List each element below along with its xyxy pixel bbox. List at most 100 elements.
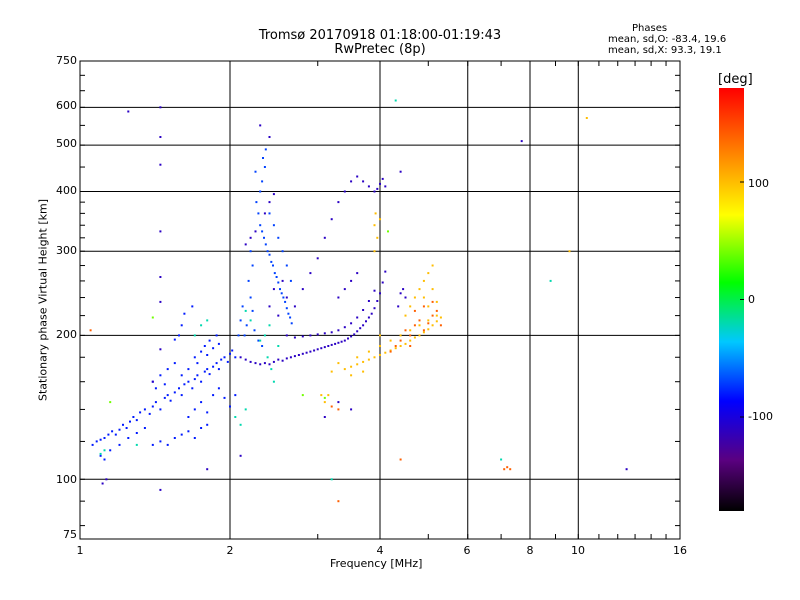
data-point	[135, 432, 138, 434]
data-point	[277, 345, 280, 347]
data-point	[257, 212, 260, 215]
data-point	[254, 170, 257, 173]
data-point	[356, 356, 359, 359]
data-point	[327, 345, 330, 347]
data-point	[178, 334, 180, 337]
data-point	[350, 322, 353, 325]
data-point	[413, 296, 416, 299]
data-point	[206, 423, 209, 426]
chart-title: Tromsø 20170918 01:18:00-01:19:43	[258, 28, 502, 43]
data-point	[206, 354, 209, 356]
data-point	[244, 358, 247, 361]
data-point	[249, 360, 252, 363]
data-point	[431, 300, 434, 303]
data-point	[193, 334, 196, 337]
data-point	[337, 408, 340, 411]
data-point	[394, 99, 397, 102]
data-point	[397, 305, 400, 308]
data-point	[135, 419, 138, 422]
data-point	[254, 230, 257, 233]
data-point	[337, 296, 340, 299]
data-point	[625, 468, 628, 471]
data-point	[212, 394, 215, 397]
data-point	[193, 437, 196, 439]
data-point	[262, 157, 264, 159]
data-point	[281, 250, 284, 253]
data-point	[159, 230, 162, 233]
data-point	[409, 345, 412, 347]
data-point	[251, 309, 254, 312]
data-point	[241, 305, 244, 308]
data-point	[263, 212, 266, 215]
data-point	[309, 334, 312, 337]
data-point	[208, 339, 211, 342]
data-point	[99, 454, 102, 457]
data-point	[272, 380, 275, 383]
data-point	[418, 324, 421, 327]
data-point	[206, 368, 209, 371]
data-point	[220, 358, 223, 361]
x-tick-label: 8	[526, 544, 534, 557]
data-point	[320, 347, 323, 350]
data-point	[323, 346, 326, 349]
x-tick-label: 6	[463, 544, 471, 557]
data-point	[234, 394, 237, 397]
data-point	[337, 341, 340, 344]
data-point	[394, 347, 397, 350]
data-point	[151, 443, 154, 446]
data-point	[268, 212, 271, 215]
data-point	[359, 327, 362, 330]
data-point	[245, 324, 248, 327]
data-point	[89, 329, 92, 332]
stats-x-mode: mean, sd,X: 93.3, 19.1	[608, 45, 722, 56]
data-point	[413, 324, 416, 327]
data-point	[402, 288, 405, 291]
data-point	[367, 358, 370, 361]
data-point	[178, 387, 180, 390]
data-point	[263, 166, 266, 168]
data-point	[334, 342, 337, 345]
x-tick-label: 10	[571, 544, 585, 557]
data-point	[159, 488, 162, 491]
data-point	[243, 334, 246, 337]
data-point	[330, 218, 333, 221]
data-point	[384, 185, 387, 188]
data-point	[503, 468, 506, 471]
data-point	[118, 428, 121, 431]
data-point	[422, 296, 425, 299]
data-point	[549, 279, 552, 282]
data-point	[249, 236, 252, 239]
data-point	[394, 345, 397, 347]
stats-o-mode: mean, sd,O: -83.4, 19.6	[608, 34, 727, 45]
data-point	[418, 288, 421, 291]
data-point	[323, 236, 326, 239]
data-point	[259, 124, 262, 127]
data-point	[356, 272, 359, 275]
data-point	[305, 351, 308, 354]
data-point	[350, 279, 353, 282]
data-point	[151, 380, 154, 383]
data-point	[212, 365, 215, 368]
data-point	[404, 296, 407, 299]
x-tick-label: 1	[76, 544, 84, 557]
data-point	[129, 420, 131, 423]
data-point	[285, 334, 288, 337]
data-point	[244, 309, 247, 312]
data-point	[200, 427, 203, 429]
data-point	[376, 187, 379, 190]
data-point	[404, 314, 407, 317]
data-point	[259, 190, 262, 193]
data-point	[413, 336, 416, 339]
data-point	[264, 148, 267, 151]
data-point	[327, 394, 330, 397]
data-point	[159, 348, 162, 351]
data-point	[313, 349, 316, 352]
data-point	[114, 433, 117, 436]
data-point	[301, 394, 304, 397]
data-point	[373, 250, 376, 253]
data-point	[500, 458, 503, 461]
data-point	[268, 253, 271, 256]
data-point	[350, 374, 353, 377]
data-point	[263, 334, 266, 337]
